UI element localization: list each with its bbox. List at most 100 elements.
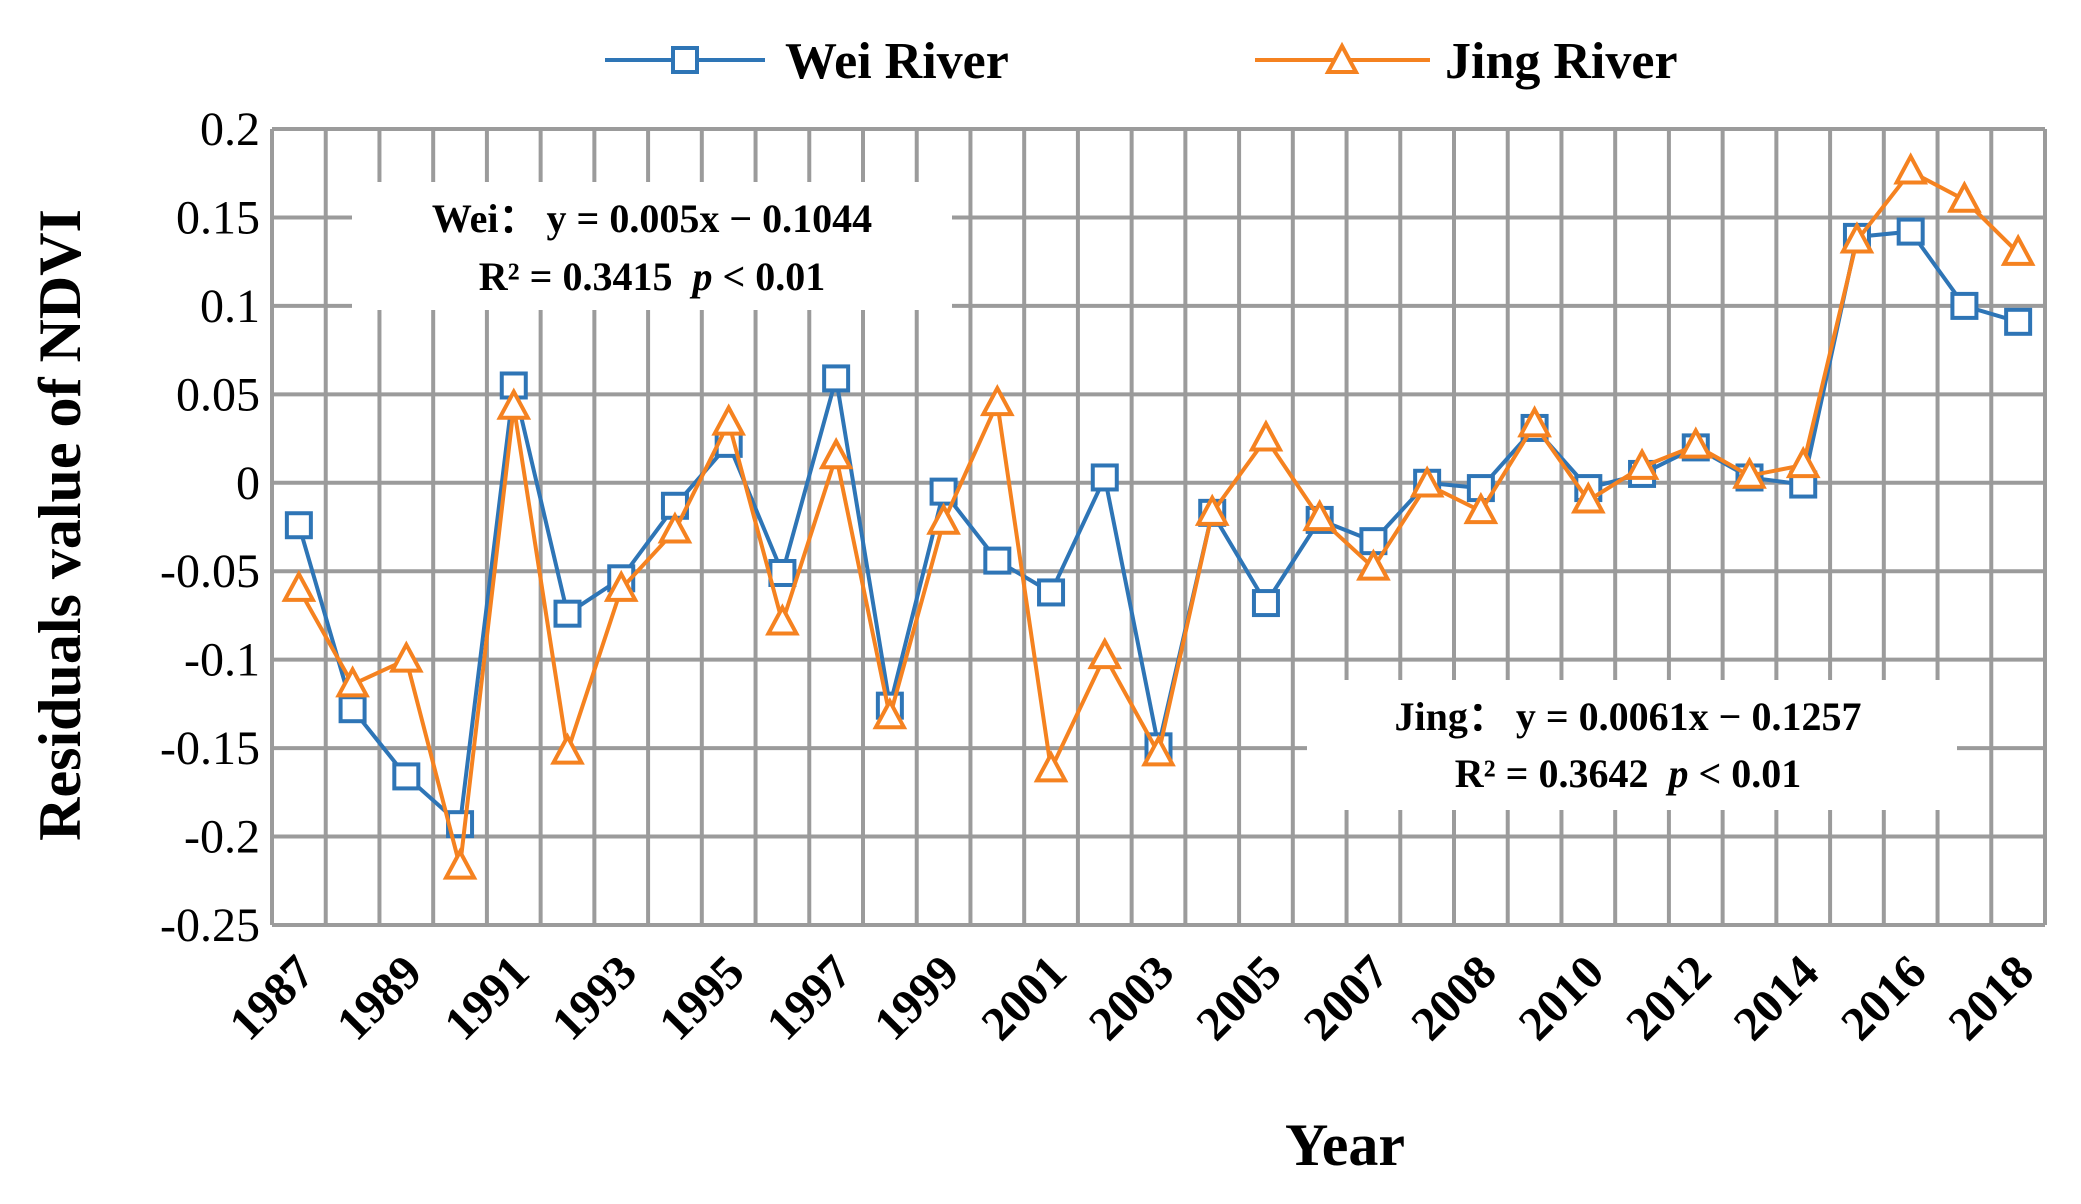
wei-point: [284, 511, 313, 540]
x-tick-label: 2014: [1724, 945, 1829, 1050]
jing-point: [1194, 493, 1230, 526]
wei-point: [822, 364, 851, 393]
wei-eq-p: p: [689, 254, 712, 299]
jing-point: [281, 569, 317, 602]
jing-eq-formula: y = 0.0061x − 0.1257: [1516, 694, 1862, 739]
x-tick-label: 2012: [1616, 945, 1721, 1050]
jing-point: [872, 697, 908, 730]
jing-point: [765, 603, 800, 636]
y-tick-label: -0.25: [160, 899, 260, 952]
legend-wei: Wei River: [605, 33, 1009, 90]
y-tick-label: 0: [236, 457, 260, 510]
jing-point: [711, 403, 747, 436]
jing-point: [2000, 233, 2036, 266]
wei-eq-p-rest: < 0.01: [712, 254, 825, 299]
wei-point: [1090, 463, 1119, 492]
wei-point: [768, 558, 797, 587]
legend-wei-label: Wei River: [785, 33, 1009, 90]
jing-point: [818, 437, 854, 470]
y-tick-label: 0.15: [176, 191, 260, 244]
wei-point: [1896, 217, 1925, 246]
y-tick-label: 0.05: [176, 368, 260, 421]
jing-point: [335, 665, 370, 698]
x-tick-label: 2008: [1401, 945, 1506, 1050]
jing-point: [550, 732, 585, 765]
x-tick-label: 1991: [434, 945, 539, 1050]
y-tick-label: 0.1: [200, 280, 260, 333]
wei-eq-prefix: Wei：: [432, 196, 539, 241]
legend-jing: Jing River: [1255, 33, 1678, 90]
x-tick-label: 2003: [1079, 945, 1184, 1050]
legend-jing-label: Jing River: [1445, 33, 1678, 90]
jing-point: [1087, 636, 1123, 670]
jing-point: [496, 387, 532, 420]
x-tick-label: 1995: [649, 945, 754, 1050]
x-tick-label: 2010: [1509, 945, 1614, 1050]
wei-equation-box: Wei： y = 0.005x − 0.1044 R² = 0.3415 p < 0…: [352, 182, 952, 310]
jing-point: [979, 383, 1015, 417]
jing-eq-prefix: Jing：: [1395, 694, 1508, 739]
y-tick-label: -0.1: [184, 634, 260, 687]
x-tick-label: 1987: [219, 945, 324, 1050]
jing-point: [1785, 445, 1821, 479]
wei-point: [553, 599, 582, 628]
y-tick-label: -0.15: [160, 722, 260, 775]
jing-point: [1141, 734, 1176, 767]
jing-point: [1409, 465, 1445, 498]
wei-eq-formula: y = 0.005x − 0.1044: [547, 196, 873, 241]
jing-point: [1570, 481, 1606, 514]
jing-point: [926, 502, 961, 535]
wei-point: [1251, 589, 1280, 618]
jing-eq-p-rest: < 0.01: [1688, 751, 1801, 796]
wei-eq-r2: R² = 0.3415: [479, 254, 673, 299]
jing-point: [1624, 447, 1660, 480]
x-tick-label: 1993: [542, 945, 647, 1050]
jing-point: [1248, 419, 1284, 452]
wei-point: [2004, 307, 2033, 336]
jing-equation-box: Jing： y = 0.0061x − 0.1257 R² = 0.3642 p <…: [1307, 680, 1957, 810]
wei-point: [338, 695, 367, 724]
x-tick-label: 2005: [1186, 945, 1291, 1050]
wei-point: [1950, 291, 1979, 320]
x-tick-label: 2016: [1831, 945, 1936, 1050]
x-tick-label: 2001: [971, 945, 1076, 1050]
x-tick-label: 1989: [327, 945, 432, 1050]
svg-text:Jing：y = 0.0061x − 0.1257: Jing： y = 0.0061x − 0.1257: [1395, 694, 1862, 739]
jing-eq-r2: R² = 0.3642: [1455, 751, 1649, 796]
jing-point: [1033, 750, 1069, 783]
jing-point: [1302, 498, 1338, 532]
jing-point: [1356, 548, 1391, 581]
wei-point: [983, 546, 1012, 575]
y-tick-labels: 0.2 0.15 0.1 0.05 0 -0.05 -0.1 -0.15 -0.2 -0.25: [160, 103, 260, 952]
jing-point: [1947, 180, 1982, 213]
y-tick-label: 0.2: [200, 103, 260, 156]
jing-point: [603, 569, 639, 602]
svg-text:Wei：y = 0.005x − 0.1044: Wei： y = 0.005x − 0.1044: [432, 196, 872, 241]
data-series: [281, 152, 2036, 880]
x-tick-label: 2018: [1939, 945, 2044, 1050]
jing-point: [1463, 491, 1499, 525]
wei-point: [1037, 578, 1066, 607]
jing-point: [1732, 456, 1767, 489]
jing-point: [1893, 152, 1929, 185]
jing-point: [1517, 405, 1552, 438]
x-axis-title: Year: [1285, 1112, 1405, 1178]
jing-point: [657, 511, 693, 544]
x-tick-label: 1999: [864, 945, 969, 1050]
y-axis-title: Residuals value of NDVI: [27, 209, 93, 841]
x-tick-label: 2007: [1294, 945, 1399, 1050]
jing-point: [442, 847, 478, 880]
jing-point: [1678, 426, 1714, 459]
x-tick-labels: 1987 1989 1991 1993 1995 1997 1999 2001 2003 2005…: [219, 945, 2044, 1050]
jing-point: [388, 640, 424, 673]
legend: Wei River Jing River: [605, 33, 1678, 90]
y-tick-label: -0.05: [160, 545, 260, 598]
wei-point: [392, 762, 421, 791]
x-tick-label: 1997: [757, 945, 862, 1050]
jing-point: [1839, 221, 1875, 254]
y-tick-label: -0.2: [184, 811, 260, 864]
jing-eq-p: p: [1665, 751, 1688, 796]
